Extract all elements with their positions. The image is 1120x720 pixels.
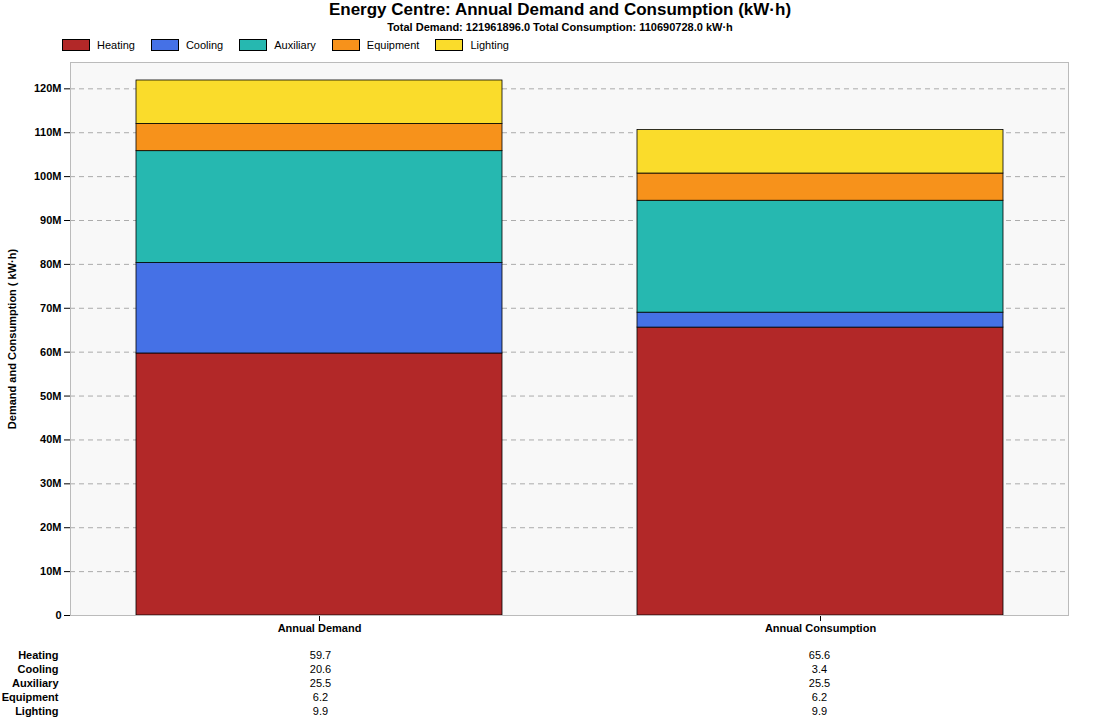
html-text:Total Demand: 121961896.0 Tota: Total Demand: 121961896.0 Total Consumpt… <box>387 21 733 33</box>
html-text:Energy Centre: Annual Demand a: Energy Centre: Annual Demand and Consump… <box>328 0 792 19</box>
html-text:Lighting: Lighting <box>470 39 509 51</box>
svg-text:20.6: 20.6 <box>310 663 331 675</box>
svg-text:100M: 100M <box>34 170 62 182</box>
svg-text:40M: 40M <box>40 433 61 445</box>
svg-text:65.6: 65.6 <box>809 649 830 661</box>
svg-text:25.5: 25.5 <box>809 677 830 689</box>
svg-text:Equipment: Equipment <box>2 691 59 703</box>
svg-text:Cooling: Cooling <box>18 663 59 675</box>
svg-text:9.9: 9.9 <box>313 705 328 717</box>
svg-text:6.2: 6.2 <box>313 691 328 703</box>
svg-text:9.9: 9.9 <box>812 705 827 717</box>
html-text:Heating: Heating <box>97 39 135 51</box>
svg-text:Lighting: Lighting <box>15 705 58 717</box>
svg-text:59.7: 59.7 <box>310 649 331 661</box>
svg-text:Auxiliary: Auxiliary <box>12 677 59 689</box>
svg-text:110M: 110M <box>35 126 62 138</box>
svg-text:90M: 90M <box>40 214 61 226</box>
html-text:Cooling: Cooling <box>185 39 224 51</box>
svg-text:30M: 30M <box>40 477 61 489</box>
svg-text:25.5: 25.5 <box>310 677 331 689</box>
svg-text:6.2: 6.2 <box>812 691 827 703</box>
svg-text:10M: 10M <box>40 565 61 577</box>
svg-text:Annual Consumption: Annual Consumption <box>765 622 876 634</box>
svg-text:20M: 20M <box>40 521 61 533</box>
svg-text:120M: 120M <box>34 82 62 94</box>
svg-text:70M: 70M <box>40 302 61 314</box>
svg-text:Heating: Heating <box>18 649 58 661</box>
svg-text:3.4: 3.4 <box>812 663 827 675</box>
svg-text:50M: 50M <box>40 390 61 402</box>
html-text:Equipment: Equipment <box>366 39 420 51</box>
html-text:Auxiliary: Auxiliary <box>274 39 316 51</box>
svg-text:Demand and Consumption ( kW·h): Demand and Consumption ( kW·h) <box>6 249 18 430</box>
svg-text:Annual Demand: Annual Demand <box>278 622 362 634</box>
svg-text:0: 0 <box>55 609 61 621</box>
svg-text:80M: 80M <box>40 258 61 270</box>
svg-text:60M: 60M <box>40 346 61 358</box>
